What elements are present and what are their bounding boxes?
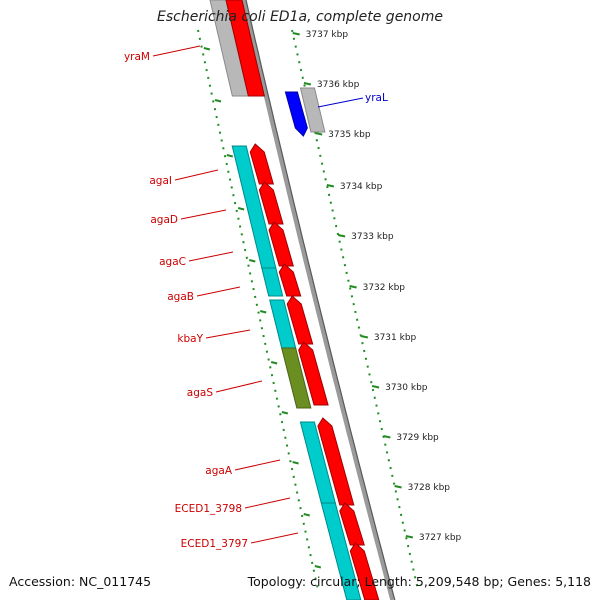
gene-features [209, 0, 380, 600]
inner-tick [281, 411, 289, 415]
scale-tick-label: 3734 kbp [340, 182, 383, 192]
gene-leader-agaB [196, 286, 241, 297]
scale-tick [292, 32, 300, 36]
trna-feature [284, 91, 308, 137]
olive-feature [281, 347, 312, 409]
figure-title: Escherichia coli ED1a, complete genome [157, 9, 443, 25]
gene-label-ECED1_3797: ECED1_3797 [181, 538, 248, 550]
scale-tick [405, 535, 414, 539]
topology-text: Topology: circular; Length: 5,209,548 bp… [247, 574, 591, 589]
forward-gene-6 [317, 417, 355, 506]
scale-tick [303, 82, 312, 86]
gene-labels: yraM agaI agaD agaC agaB kbaY agaS agaA ECED1_37… [124, 45, 388, 550]
gene-label-agaA: agaA [205, 465, 233, 477]
scale-tick-label: 3728 kbp [408, 483, 451, 493]
forward-gene-2 [268, 221, 294, 267]
forward-gene-5 [298, 341, 329, 406]
scale-tick [383, 435, 391, 439]
forward-gene-4 [286, 295, 314, 345]
scale-tick [314, 132, 323, 136]
reverse-gene-agaB [261, 267, 284, 297]
forward-gene-1 [258, 181, 284, 225]
trna-leader [317, 97, 364, 108]
scale-track: 3737 kbp 3736 kbp 3735 kbp 3734 kbp 3733 kbp… [197, 29, 462, 591]
gene-leader-agaS [215, 380, 263, 393]
backbone-edge [245, 0, 396, 600]
inner-tick [303, 513, 310, 517]
gene-leader-ECED1_3798 [244, 497, 291, 509]
scale-tick [360, 335, 369, 339]
gene-label-ECED1_3798: ECED1_3798 [175, 503, 242, 515]
forward-gene-3 [278, 263, 302, 297]
gene-label-agaB: agaB [167, 291, 194, 303]
scale-tick-label: 3736 kbp [317, 80, 360, 90]
inner-tick [226, 154, 234, 158]
trna-label: yraL [365, 92, 388, 104]
inner-tick [249, 259, 256, 263]
gene-leader-agaA [234, 459, 281, 471]
scale-tick [349, 285, 357, 289]
forward-gene-0 [249, 143, 274, 185]
inner-tick [259, 310, 267, 314]
inner-tick [314, 565, 322, 569]
scale-tick-label: 3727 kbp [419, 533, 462, 543]
genome-backbone [241, 0, 396, 600]
scale-tick [371, 385, 380, 389]
scale-tick-label: 3729 kbp [396, 433, 439, 443]
gene-leader-agaC [188, 251, 234, 262]
scale-tick [394, 485, 402, 489]
gene-leader-ECED1_3797 [250, 532, 299, 544]
scale-tick-label: 3733 kbp [351, 232, 394, 242]
scale-tick-label: 3730 kbp [385, 383, 428, 393]
gene-label-kbaY: kbaY [177, 333, 203, 345]
gene-leader-kbaY [205, 329, 251, 339]
inner-tick [237, 207, 245, 211]
scale-tick-label: 3737 kbp [306, 30, 349, 40]
gene-leader-agaI [174, 169, 219, 181]
scale-tick [337, 234, 346, 238]
gene-label-agaS: agaS [187, 387, 214, 399]
forward-gene-top [225, 0, 265, 97]
gene-leader-agaD [180, 209, 227, 220]
scale-tick-label: 3732 kbp [363, 283, 406, 293]
reverse-gene-ECED1-genes [320, 502, 362, 600]
inner-tick [292, 461, 299, 465]
scale-tick-label: 3731 kbp [374, 333, 417, 343]
gene-label-agaI: agaI [149, 175, 172, 187]
gene-label-yraM: yraM [124, 51, 150, 63]
forward-gene-7 [339, 502, 365, 546]
gene-label-agaC: agaC [159, 256, 186, 268]
inner-tick [203, 47, 211, 51]
pseudo-feature [299, 87, 326, 133]
gene-leader-yraM [152, 45, 201, 57]
inner-tick [270, 361, 278, 365]
forward-gene-8 [349, 542, 380, 600]
accession-text: Accession: NC_011745 [9, 574, 152, 589]
scale-tick-label: 3735 kbp [328, 130, 371, 140]
backbone-line [241, 0, 396, 600]
inner-tick [214, 99, 222, 103]
gene-label-agaD: agaD [150, 214, 178, 226]
scale-tick [326, 184, 335, 188]
